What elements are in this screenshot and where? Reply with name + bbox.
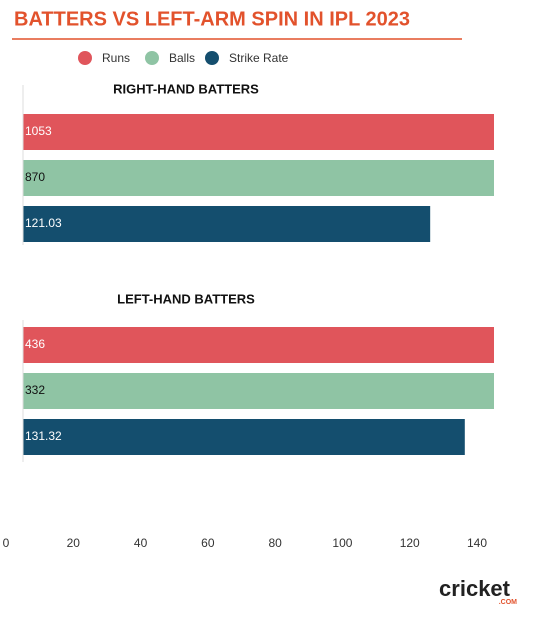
chart-title: BATTERS VS LEFT-ARM SPIN IN IPL 2023	[14, 8, 410, 30]
bar-value-label: 121.03	[25, 216, 62, 230]
x-tick-label: 140	[467, 536, 487, 550]
x-tick-label: 20	[67, 536, 81, 550]
group-title: RIGHT-HAND BATTERS	[113, 81, 259, 96]
bar-value-label: 131.32	[25, 429, 62, 443]
bar	[23, 160, 494, 196]
x-tick-label: 40	[134, 536, 148, 550]
logo-sub: .COM	[499, 599, 517, 606]
legend-swatch	[78, 51, 92, 65]
legend-swatch	[205, 51, 219, 65]
bar	[23, 206, 431, 242]
bar	[23, 373, 494, 409]
legend-label: Balls	[169, 51, 195, 65]
x-tick-label: 80	[268, 536, 282, 550]
group-title: LEFT-HAND BATTERS	[117, 291, 255, 306]
bar	[23, 327, 494, 363]
legend-swatch	[145, 51, 159, 65]
legend-label: Strike Rate	[229, 51, 289, 65]
bar-value-label: 870	[25, 170, 45, 184]
bar-value-label: 332	[25, 383, 45, 397]
logo: cricket	[439, 576, 511, 601]
bar	[23, 419, 465, 455]
bar	[23, 114, 494, 150]
bar-value-label: 436	[25, 337, 45, 351]
bar-value-label: 1053	[25, 124, 52, 138]
legend-label: Runs	[102, 51, 130, 65]
x-tick-label: 120	[400, 536, 420, 550]
x-tick-label: 0	[3, 536, 10, 550]
plot-area	[23, 114, 494, 455]
x-tick-label: 60	[201, 536, 215, 550]
x-tick-label: 100	[332, 536, 352, 550]
